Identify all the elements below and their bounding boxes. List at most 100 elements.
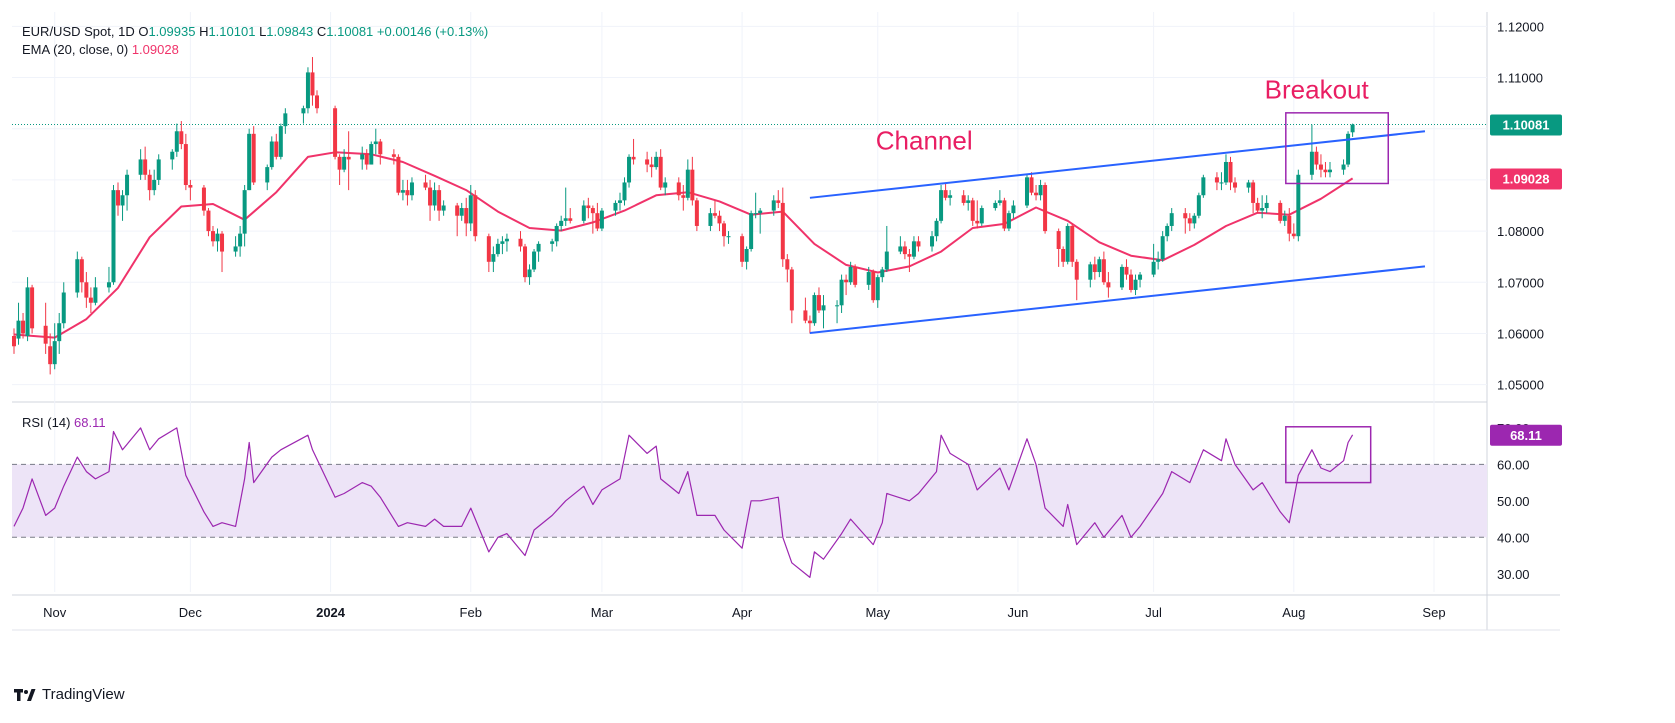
time-tick-label: Dec (179, 605, 203, 620)
candle-down (907, 248, 912, 273)
time-tick-label: Mar (591, 605, 614, 620)
candle-up (744, 246, 749, 270)
rsi-tick-label: 30.00 (1497, 567, 1530, 582)
candle-body (1043, 185, 1048, 232)
candle-up (25, 277, 30, 342)
candle-down (21, 312, 26, 339)
candle-body (1061, 248, 1066, 262)
candle-down (1043, 182, 1048, 234)
candle-down (631, 138, 636, 165)
ema-price-tag-text: 1.09028 (1503, 171, 1550, 186)
candle-body (599, 210, 604, 229)
tradingview-logo[interactable]: TradingView (14, 686, 125, 703)
candle-down (48, 333, 53, 375)
candle-body (1291, 233, 1296, 237)
candle-up (1260, 195, 1265, 219)
time-tick-label: Aug (1282, 605, 1305, 620)
candle-body (396, 156, 401, 193)
channel-line-upper (809, 130, 1426, 199)
candle-body (405, 190, 410, 196)
candle-body (744, 248, 749, 262)
candle-up (527, 264, 532, 285)
candle-down (378, 138, 383, 165)
candle-body (152, 179, 157, 191)
candle-up (125, 169, 130, 211)
candle-body (432, 190, 437, 206)
candle-body (536, 243, 541, 252)
candle-down (518, 231, 523, 252)
candle-up (753, 192, 758, 219)
rsi-label: RSI (14) (22, 415, 74, 430)
candle-body (125, 174, 130, 196)
candle-down (722, 220, 726, 247)
candle-body (500, 241, 505, 244)
candle-down (220, 231, 225, 273)
candle-body (758, 210, 763, 214)
candle-up (1011, 200, 1016, 219)
candle-up (283, 108, 288, 134)
candle-body (1314, 151, 1319, 165)
symbol-name: EUR/USD Spot, 1D (22, 24, 138, 39)
candle-up (1201, 174, 1206, 198)
candle-body (1296, 174, 1301, 237)
candle-body (1065, 225, 1070, 262)
candle-down (740, 233, 745, 267)
candle-down (853, 264, 858, 288)
candle-up (848, 261, 853, 285)
candle-body (617, 200, 622, 203)
candle-body (138, 159, 143, 175)
last-price-tag: 1.10081 (1490, 114, 1562, 136)
candle-body (459, 208, 464, 216)
candle-body (1169, 213, 1174, 226)
candle-down (690, 156, 695, 206)
candle-body (220, 233, 225, 252)
candle-down (1318, 154, 1323, 178)
candle-body (21, 320, 26, 334)
candle-up (758, 208, 763, 234)
candle-body (48, 346, 53, 365)
candle-body (116, 190, 121, 206)
candle-up (215, 228, 220, 252)
candle-down (568, 208, 573, 224)
candle-body (1278, 202, 1283, 221)
candle-body (726, 236, 731, 238)
candle-body (1260, 208, 1265, 211)
candle-down (210, 225, 215, 247)
candle-down (780, 187, 785, 267)
candle-down (143, 146, 148, 180)
candle-body (839, 279, 844, 306)
candle-up (1282, 210, 1287, 226)
candle-down (871, 269, 876, 303)
ema-price-tag-bg (1490, 168, 1562, 190)
annotation-channel: Channel (876, 126, 973, 156)
candle-up (663, 177, 668, 196)
candle-up (174, 123, 179, 157)
candle-body (495, 243, 500, 255)
candle-body (902, 246, 907, 255)
candle-body (627, 156, 632, 183)
price-tick-label: 1.05000 (1497, 378, 1544, 393)
candle-down (391, 149, 396, 165)
candle-up (1138, 272, 1143, 288)
candle-up (1192, 213, 1197, 229)
candle-down (785, 254, 790, 283)
candle-body (884, 251, 889, 270)
candle-body (622, 182, 627, 201)
ohlc-key-O: O (138, 24, 148, 39)
candle-body (740, 236, 745, 262)
candle-body (1246, 182, 1251, 188)
candle-body (61, 292, 66, 324)
breakout-box (1285, 112, 1390, 185)
candle-up (301, 105, 306, 124)
candle-up (884, 225, 889, 273)
candle-down (816, 287, 821, 313)
candle-body (776, 200, 781, 203)
candle-body (1138, 274, 1143, 280)
candle-body (527, 269, 532, 278)
candle-body (975, 220, 980, 224)
candle-body (52, 341, 57, 365)
candle-body (373, 141, 378, 145)
candle-body (1214, 177, 1219, 183)
